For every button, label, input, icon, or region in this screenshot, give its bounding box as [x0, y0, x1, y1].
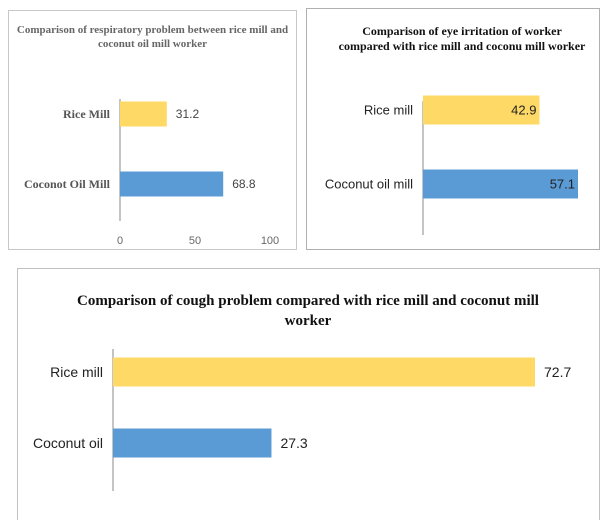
chart-eye-irritation: Comparison of eye irritation of worker c… [306, 8, 600, 250]
chart-title: Comparison of eye irritation of worker c… [338, 24, 586, 53]
data-label: 68.8 [232, 177, 256, 191]
category-label: Coconut oil mill [325, 177, 413, 192]
data-label: 42.9 [511, 103, 536, 118]
chart-respiratory: Comparison of respiratory problem betwee… [8, 10, 297, 250]
x-tick-label: 100 [261, 235, 279, 247]
bar-coconut-mill [120, 171, 224, 197]
x-tick-label: 0 [117, 235, 123, 247]
chart-plot: Rice mill 42.9 Coconut oil mill 57.1 [325, 95, 578, 235]
category-label: Coconut oil [33, 435, 103, 451]
category-label: Rice mill [50, 364, 103, 380]
chart-title: Comparison of respiratory problem betwee… [16, 24, 289, 50]
x-tick-label: 50 [189, 235, 201, 247]
bar-coconut-mill [113, 428, 272, 458]
bar-coconut-mill [423, 169, 578, 199]
data-label: 31.2 [176, 107, 200, 121]
data-label: 27.3 [280, 435, 307, 451]
category-label: Rice mill [364, 103, 413, 118]
data-label: 72.7 [544, 364, 571, 380]
chart-cough: Comparison of cough problem compared wit… [17, 268, 600, 520]
category-label: Coconot Oil Mill [24, 177, 111, 191]
chart-title: Comparison of cough problem compared wit… [77, 293, 539, 329]
chart-plot: Rice Mill 31.2 Coconot Oil Mill 68.8 0 50 100 [24, 99, 279, 247]
category-label: Rice Mill [63, 107, 111, 121]
bar-rice-mill [423, 95, 540, 125]
chart-plot: Rice mill 72.7 Coconut oil 27.3 [33, 349, 571, 491]
data-label: 57.1 [550, 177, 575, 192]
bar-rice-mill [120, 101, 167, 127]
bar-rice-mill [113, 357, 535, 387]
